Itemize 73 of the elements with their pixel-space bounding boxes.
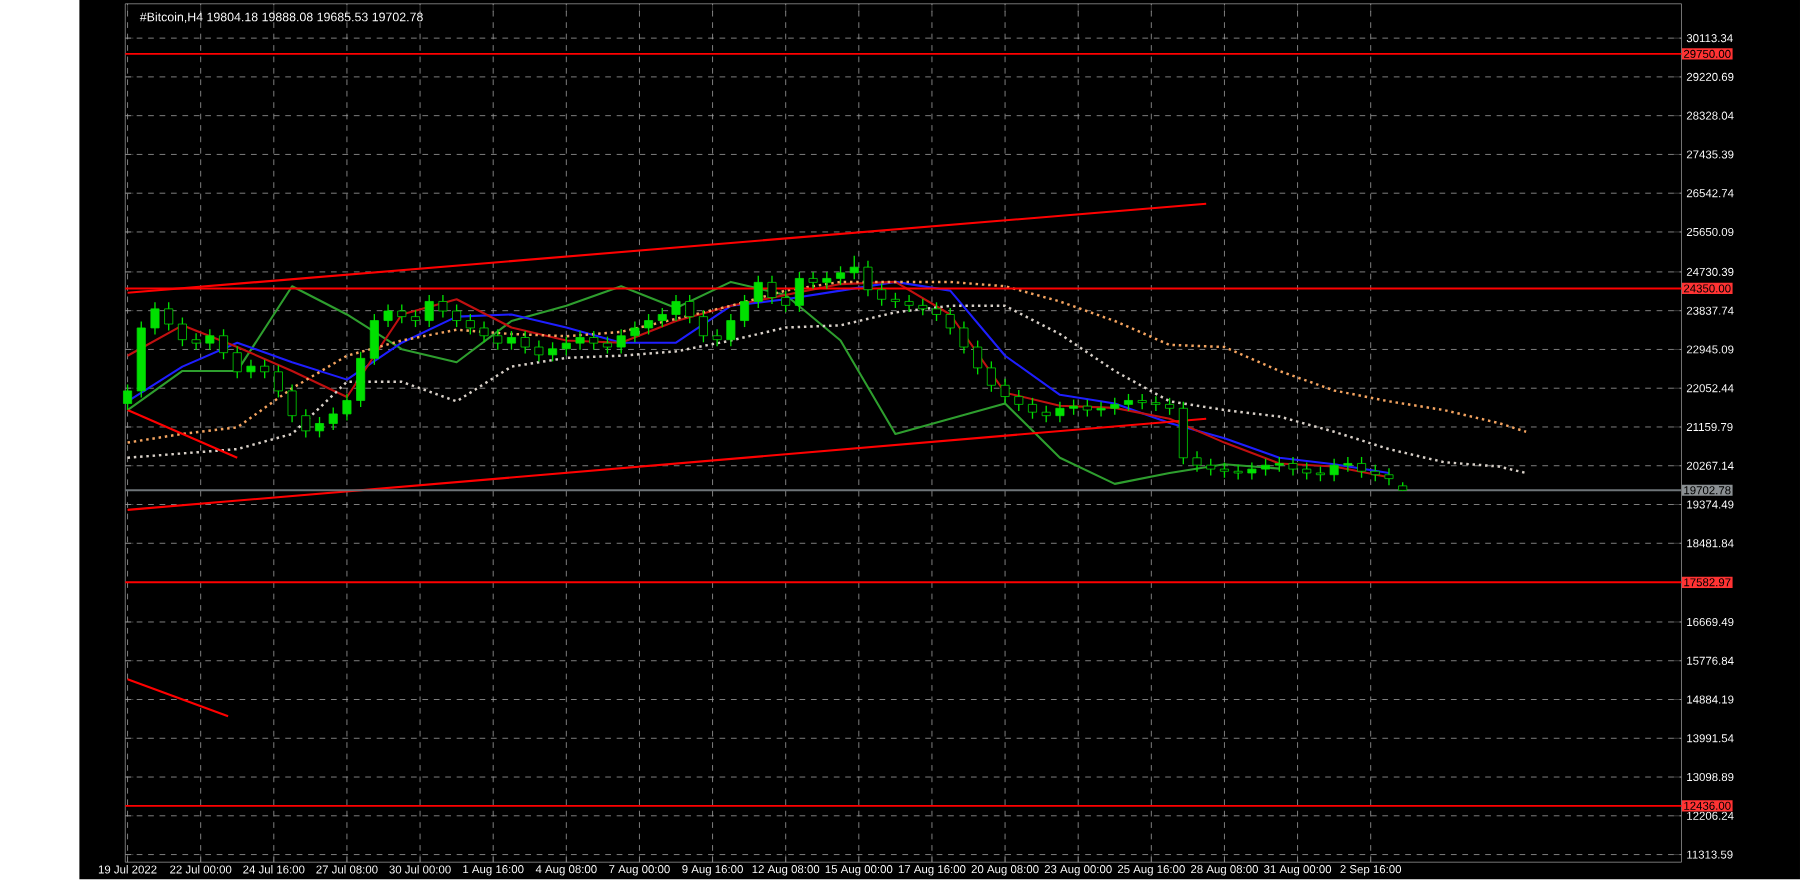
candlestick [1192,450,1202,473]
candlestick [1055,401,1065,424]
candlestick [520,330,530,355]
candlestick [794,271,804,313]
candlestick [438,294,448,319]
candlestick [973,340,983,376]
candlestick [273,364,283,399]
candlestick [287,384,297,424]
candlestick [712,328,722,348]
candlestick [534,340,544,363]
candlestick [616,328,626,355]
candlestick [219,328,229,361]
candlestick [246,359,256,380]
candlestick [644,313,654,336]
line-series [126,304,1528,475]
candlestick [904,294,914,313]
candlestick [836,265,846,286]
candlestick [945,307,955,336]
candlestick [740,294,750,329]
candlestick [1343,456,1353,473]
candlestick [479,321,489,344]
candlestick [383,304,393,329]
candlestick [863,260,873,298]
candlestick [1233,464,1243,481]
candlestick [315,416,325,439]
candlestick [698,309,708,344]
candlestick [424,294,434,329]
candlestick [589,330,599,351]
candlestick [452,304,462,329]
candlestick [849,255,859,281]
candlestick [1288,456,1298,477]
candlestick [177,317,187,348]
candlestick [1384,467,1394,487]
candlestick [630,321,640,344]
candlestick [232,345,242,380]
candlestick [260,359,270,380]
candlestick [1151,395,1161,412]
candlestick [465,313,475,336]
candlestick [301,408,311,439]
candlestick [575,330,585,351]
candlestick [671,294,681,322]
candlestick [493,328,503,351]
candlestick [506,330,516,351]
candlestick [561,336,571,357]
candlestick [356,351,366,408]
candlestick [1096,401,1106,418]
candlestick [959,321,969,355]
candlestick [150,301,160,336]
candlestick [685,294,695,325]
candlestick [986,360,996,393]
candlestick [767,275,777,306]
candlestick [191,332,201,351]
candlestick [753,275,763,309]
candlestick [781,290,791,313]
candlestick [548,341,558,363]
candlestick [657,307,667,329]
candlestick [123,384,133,411]
candlestick [1028,397,1037,420]
candlestick [1247,462,1257,481]
candlestick [877,282,887,307]
candlestick [1357,456,1367,479]
candlestick [932,301,942,322]
candlestick [1000,378,1010,405]
candlestick [397,304,407,325]
candlestick [726,313,736,348]
candlestick [1329,458,1339,483]
candlestick [369,313,379,366]
candlestick [1014,389,1024,412]
candlestick [328,407,338,431]
candlestick [164,301,174,332]
candlestick [205,328,215,351]
candlestick [808,271,818,290]
candlestick [342,393,352,422]
